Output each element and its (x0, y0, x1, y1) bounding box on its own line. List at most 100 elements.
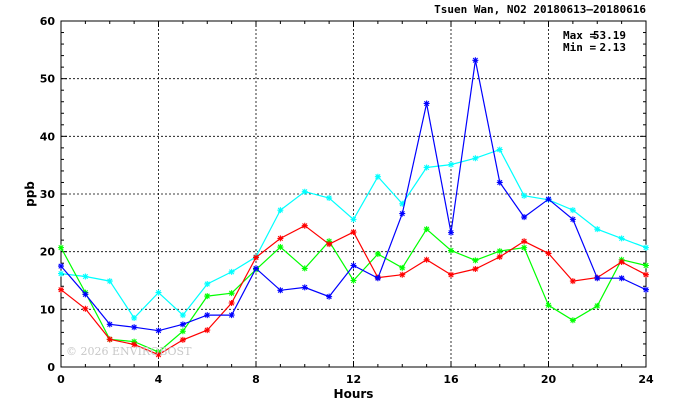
data-point (472, 265, 479, 272)
data-point (301, 284, 308, 291)
data-point (423, 256, 430, 263)
data-point (106, 321, 113, 328)
x-tick-label: 0 (57, 373, 65, 386)
data-point (58, 270, 64, 277)
data-point (253, 254, 259, 261)
y-tick-label: 10 (40, 303, 56, 316)
data-point (448, 247, 454, 254)
data-point (594, 275, 601, 282)
data-point (399, 210, 406, 217)
series-lines (58, 57, 649, 358)
data-point (374, 173, 381, 180)
min-value: 2.13 (600, 41, 627, 54)
data-point (521, 244, 528, 251)
data-point (155, 327, 162, 334)
data-point (228, 299, 235, 306)
data-point (399, 264, 406, 271)
y-tick-labels: 0 10 20 30 40 50 60 (40, 15, 56, 374)
min-label: Min = (563, 41, 596, 54)
data-point (58, 263, 64, 270)
data-point (253, 265, 259, 272)
data-point (643, 244, 649, 251)
data-point (277, 244, 284, 251)
data-point (521, 214, 528, 221)
max-label: Max = (563, 29, 596, 42)
data-point (643, 286, 649, 293)
data-point (496, 146, 503, 153)
data-point (204, 293, 211, 300)
y-tick-label: 50 (40, 73, 56, 86)
data-point (472, 155, 479, 162)
data-point (521, 192, 528, 199)
x-tick-label: 12 (346, 373, 361, 386)
x-tick-labels: 0 4 8 12 16 20 24 (57, 373, 654, 386)
series-4 (58, 57, 649, 334)
data-point (423, 226, 430, 233)
data-point (131, 341, 138, 348)
data-point (277, 235, 284, 242)
data-point (545, 302, 552, 309)
data-point (106, 278, 113, 285)
data-point (569, 216, 576, 223)
chart-title: Tsuen Wan, NO2 20180613–20180616 (434, 3, 646, 16)
x-tick-label: 16 (443, 373, 459, 386)
data-point (155, 289, 162, 296)
data-point (204, 312, 211, 319)
data-point (228, 312, 235, 319)
x-tick-label: 20 (541, 373, 557, 386)
y-tick-label: 30 (40, 188, 56, 201)
data-point (374, 275, 381, 282)
data-point (545, 196, 552, 203)
data-point (106, 336, 113, 343)
data-point (374, 250, 381, 257)
data-point (472, 57, 479, 64)
data-point (569, 278, 576, 285)
data-point (472, 257, 479, 264)
data-point (131, 324, 138, 331)
data-point (569, 207, 576, 214)
data-point (496, 248, 503, 255)
data-point (594, 226, 601, 233)
y-axis-label: ppb (23, 181, 37, 207)
data-point (594, 302, 601, 309)
x-tick-label: 8 (252, 373, 260, 386)
data-point (423, 100, 430, 107)
data-point (301, 188, 308, 195)
data-point (448, 271, 454, 278)
data-point (179, 312, 186, 319)
data-point (496, 179, 503, 186)
data-point (496, 253, 503, 260)
data-point (618, 259, 625, 266)
data-point (399, 271, 406, 278)
data-point (423, 164, 430, 171)
data-point (179, 321, 186, 328)
data-point (350, 277, 357, 284)
data-point (545, 250, 552, 257)
data-point (301, 265, 308, 272)
y-tick-label: 40 (40, 130, 56, 143)
axis-ticks (60, 20, 647, 368)
x-tick-label: 24 (638, 373, 654, 386)
data-point (228, 290, 235, 297)
data-point (277, 287, 284, 294)
data-point (204, 327, 211, 334)
data-point (326, 241, 333, 248)
data-point (643, 271, 649, 278)
data-point (82, 305, 89, 312)
max-value: 53.19 (593, 29, 626, 42)
data-point (448, 161, 454, 168)
data-point (569, 317, 576, 324)
data-point (643, 262, 649, 269)
x-tick-label: 4 (155, 373, 163, 386)
data-point (350, 229, 357, 236)
data-point (350, 216, 357, 223)
data-point (618, 235, 625, 242)
data-point (350, 262, 357, 269)
data-point (326, 293, 333, 300)
data-point (618, 275, 625, 282)
watermark: © 2026 ENVIROBOST (66, 345, 192, 358)
data-point (179, 336, 186, 343)
x-axis-label: Hours (334, 387, 374, 401)
data-point (58, 286, 64, 293)
data-point (82, 273, 89, 280)
